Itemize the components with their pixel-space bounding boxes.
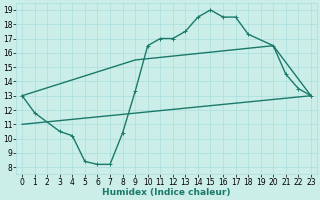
X-axis label: Humidex (Indice chaleur): Humidex (Indice chaleur)	[102, 188, 231, 197]
